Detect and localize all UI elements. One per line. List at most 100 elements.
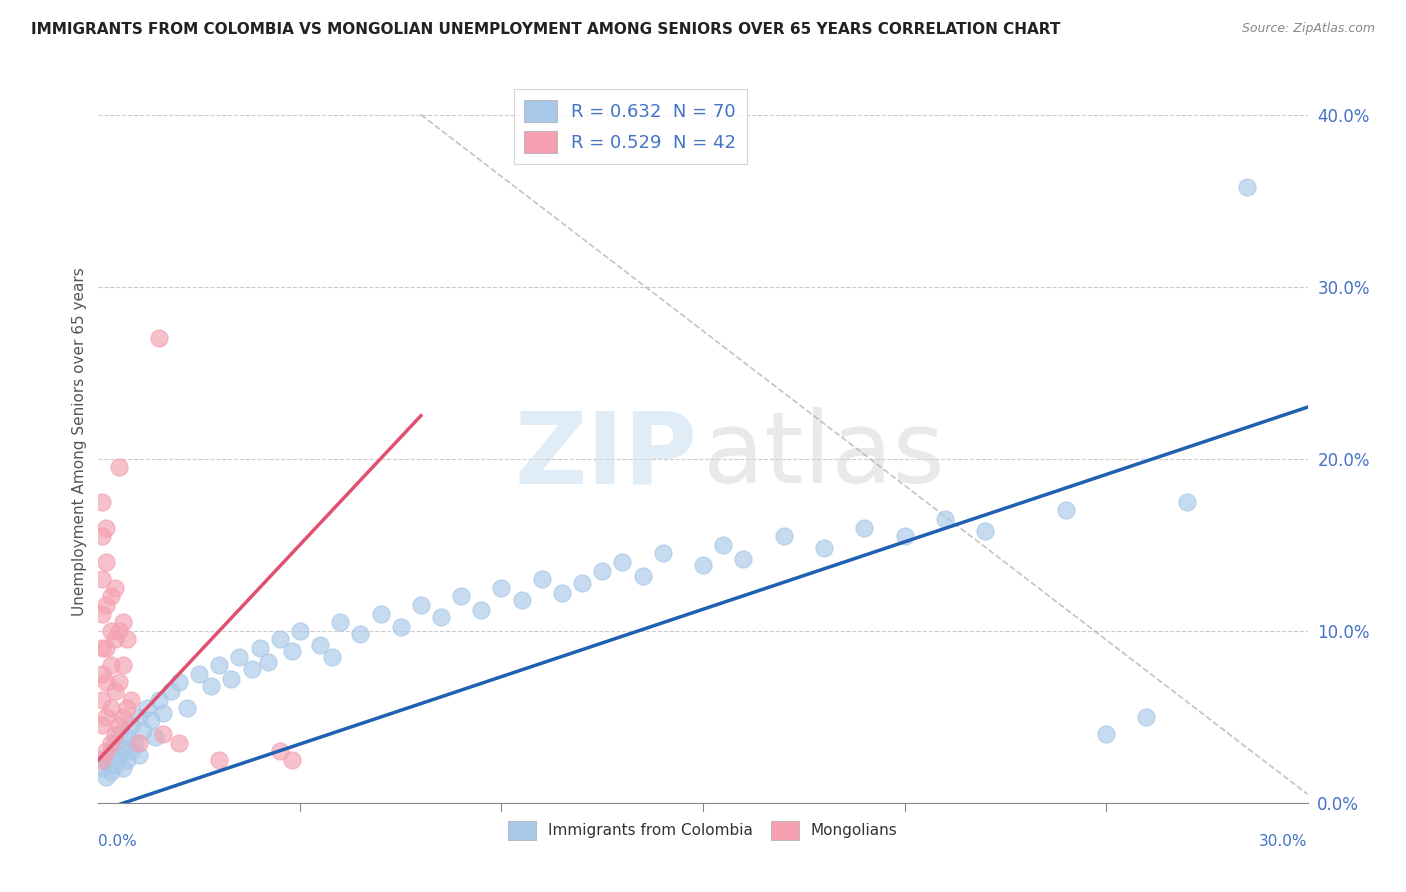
Point (128, 735, 150, 749)
Point (329, 615, 352, 630)
Point (167, 675, 190, 690)
Point (772, 529, 794, 543)
Legend: Immigrants from Colombia, Mongolians: Immigrants from Colombia, Mongolians (502, 815, 904, 846)
Point (96, 710, 118, 724)
Point (1236, 180, 1258, 194)
Point (91, 640, 114, 655)
Point (107, 675, 129, 690)
Point (176, 701, 198, 715)
Point (96, 598, 118, 612)
Point (91, 666, 114, 681)
Point (200, 679, 222, 693)
Point (934, 512, 956, 526)
Point (124, 735, 146, 749)
Point (974, 524, 997, 538)
Point (100, 701, 122, 715)
Point (591, 564, 613, 578)
Point (208, 753, 231, 767)
Point (107, 624, 129, 638)
Point (107, 718, 129, 732)
Point (115, 753, 138, 767)
Point (221, 672, 243, 686)
Point (96, 675, 118, 690)
Point (160, 684, 183, 698)
Point (1095, 727, 1118, 741)
Point (96, 520, 118, 534)
Point (111, 740, 134, 755)
Point (128, 710, 150, 724)
Point (1135, 710, 1157, 724)
Point (692, 558, 714, 573)
Point (91, 529, 114, 543)
Point (111, 615, 134, 630)
Point (733, 551, 755, 566)
Point (571, 575, 593, 590)
Point (651, 546, 673, 560)
Point (409, 598, 432, 612)
Point (1054, 503, 1077, 517)
Point (96, 640, 118, 655)
Point (256, 655, 278, 669)
Point (91, 761, 114, 775)
Point (148, 692, 170, 706)
Point (370, 607, 392, 621)
Point (100, 658, 122, 673)
Point (103, 632, 125, 647)
Point (100, 624, 122, 638)
Point (115, 731, 138, 745)
Text: Source: ZipAtlas.com: Source: ZipAtlas.com (1241, 22, 1375, 36)
Point (96, 555, 118, 569)
Text: ZIP: ZIP (515, 408, 697, 505)
Point (111, 710, 134, 724)
Point (349, 627, 371, 641)
Point (100, 590, 122, 604)
Point (120, 718, 142, 732)
Point (128, 747, 150, 762)
Point (491, 581, 513, 595)
Point (91, 753, 114, 767)
Point (115, 632, 138, 647)
Point (1175, 494, 1198, 508)
Point (152, 706, 174, 721)
Point (893, 529, 915, 543)
Text: 0.0%: 0.0% (98, 834, 138, 849)
Point (853, 520, 876, 534)
Text: 30.0%: 30.0% (1260, 834, 1308, 849)
Point (96, 753, 118, 767)
Point (551, 586, 574, 600)
Text: IMMIGRANTS FROM COLOMBIA VS MONGOLIAN UNEMPLOYMENT AMONG SENIORS OVER 65 YEARS C: IMMIGRANTS FROM COLOMBIA VS MONGOLIAN UN… (31, 22, 1060, 37)
Point (631, 568, 654, 582)
Point (100, 735, 122, 749)
Point (530, 572, 553, 586)
Point (612, 555, 634, 569)
Point (309, 638, 332, 652)
Point (91, 607, 114, 621)
Point (91, 494, 114, 508)
Point (228, 649, 250, 664)
Point (240, 662, 263, 676)
Point (281, 644, 304, 658)
Point (100, 764, 122, 779)
Point (321, 649, 343, 664)
Point (103, 581, 125, 595)
Point (91, 572, 114, 586)
Point (269, 632, 291, 647)
Point (167, 735, 190, 749)
Point (470, 603, 492, 617)
Point (450, 590, 472, 604)
Point (389, 620, 412, 634)
Point (281, 753, 304, 767)
Point (269, 744, 291, 758)
Point (115, 701, 138, 715)
Point (711, 538, 734, 552)
Point (107, 460, 129, 475)
Point (103, 758, 125, 772)
Point (135, 701, 157, 715)
Point (100, 744, 122, 758)
Point (120, 692, 142, 706)
Point (510, 592, 533, 607)
Point (430, 610, 453, 624)
Text: atlas: atlas (703, 408, 945, 505)
Point (96, 744, 118, 758)
Point (103, 727, 125, 741)
